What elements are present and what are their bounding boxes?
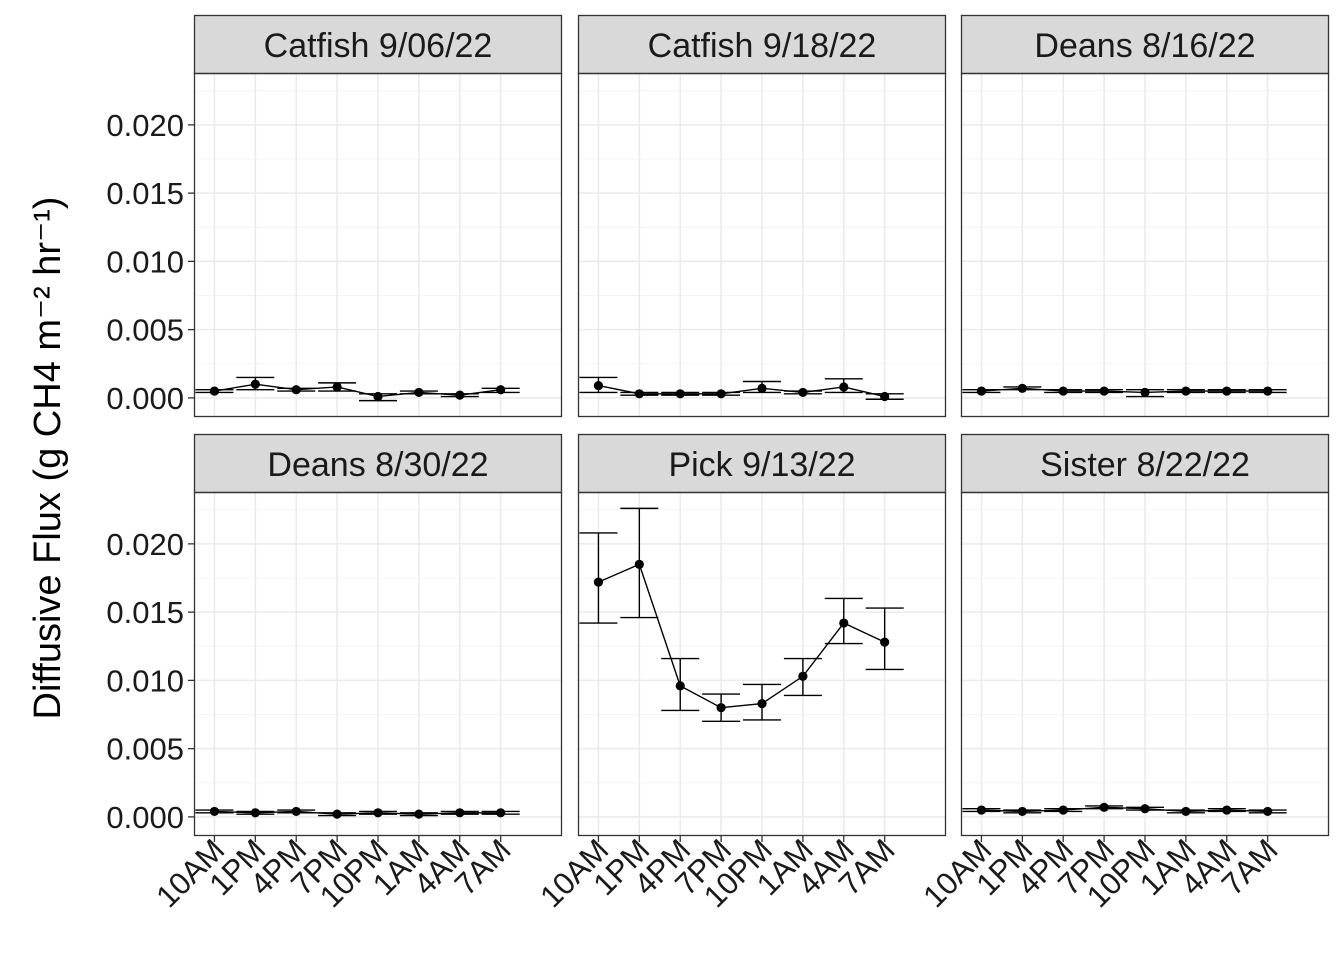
data-point [209,386,220,396]
data-point [716,703,726,713]
data-point [593,381,604,391]
facet-strip [960,433,1330,494]
facet-strip-label: Catfish 9/18/22 [648,27,877,65]
data-point [880,637,890,647]
data-point [496,385,506,395]
series-line [981,806,1268,813]
facet-strip [193,14,563,75]
y-tick-label: 0.010 [106,244,184,279]
data-point [716,389,726,399]
facet-strip-label: Sister 8/22/22 [1040,446,1250,484]
panel-border [193,491,563,837]
facet-strip [960,14,1330,75]
data-point [880,391,890,402]
data-point [675,681,685,691]
y-tick-label: 0.015 [106,595,184,630]
data-point [1099,386,1109,396]
data-point [1222,805,1232,815]
facet-strip-label: Deans 8/30/22 [267,446,488,484]
series-line [598,384,885,398]
y-tick-label: 0.015 [106,176,184,211]
data-point [757,383,767,393]
facet-strip [577,433,947,494]
data-point [496,808,506,818]
data-point [1099,802,1109,812]
series-line [214,810,501,815]
facet-strip-label: Pick 9/13/22 [668,446,855,484]
y-tick-label: 0.000 [106,800,184,835]
facet-panel: Catfish 9/06/22 0.000 0.005 0.010 0.015 0.020 [106,14,563,418]
data-point [250,379,260,389]
data-point [798,671,808,681]
y-tick-label: 0.020 [106,108,184,143]
data-point [291,806,301,817]
y-tick-label: 0.005 [106,313,184,348]
data-point [675,389,685,399]
data-point [757,698,767,709]
data-point [455,390,465,400]
data-point [839,618,849,628]
panel-border [960,491,1330,837]
data-point [373,808,383,818]
facet-panel: Deans 8/30/220.0000.0050.0100.0150.02010… [106,433,563,914]
data-point [1140,387,1150,398]
y-axis-title: Diffusive Flux (g CH4 m⁻² hr⁻¹) [27,197,69,720]
panel-border [577,491,947,837]
data-point [209,806,220,817]
data-point [1263,806,1273,817]
data-point [1222,386,1232,396]
data-point [455,808,465,818]
facet-strip-label: Deans 8/16/22 [1034,27,1255,65]
facet-strip [577,14,947,75]
data-point [1017,383,1027,393]
y-tick-label: 0.010 [106,663,184,698]
data-point [1263,386,1273,396]
panel-border [577,72,947,418]
data-point [1140,804,1150,814]
data-point [976,386,987,396]
facet-panel: Catfish 9/18/22 [577,14,947,418]
data-point [634,389,644,399]
data-point [798,387,808,398]
panel-border [960,72,1330,418]
data-point [291,385,301,395]
data-point [976,805,987,815]
data-point [593,577,604,587]
series-line [598,563,885,709]
data-point [332,382,342,392]
facet-strip-label: Catfish 9/06/22 [264,27,493,65]
data-point [1058,805,1068,815]
data-point [414,809,424,819]
data-point [1181,386,1191,396]
facet-panels: Catfish 9/06/22 0.000 0.005 0.010 0.015 0.020… [106,14,1330,914]
y-tick-label: 0.020 [106,527,184,562]
data-point [1058,386,1068,396]
y-tick-label: 0.000 [106,381,184,416]
data-point [1181,806,1191,817]
data-point [250,808,260,818]
data-point [1017,806,1027,817]
y-tick-label: 0.005 [106,732,184,767]
facet-strip [193,433,563,494]
data-point [373,391,383,402]
data-point [332,809,342,819]
facet-panel: Deans 8/16/22 [960,14,1330,418]
data-point [839,382,849,392]
data-point [414,387,424,398]
data-point [634,559,644,569]
series-line [214,383,501,398]
series-line [981,387,1268,394]
panel-border [193,72,563,418]
